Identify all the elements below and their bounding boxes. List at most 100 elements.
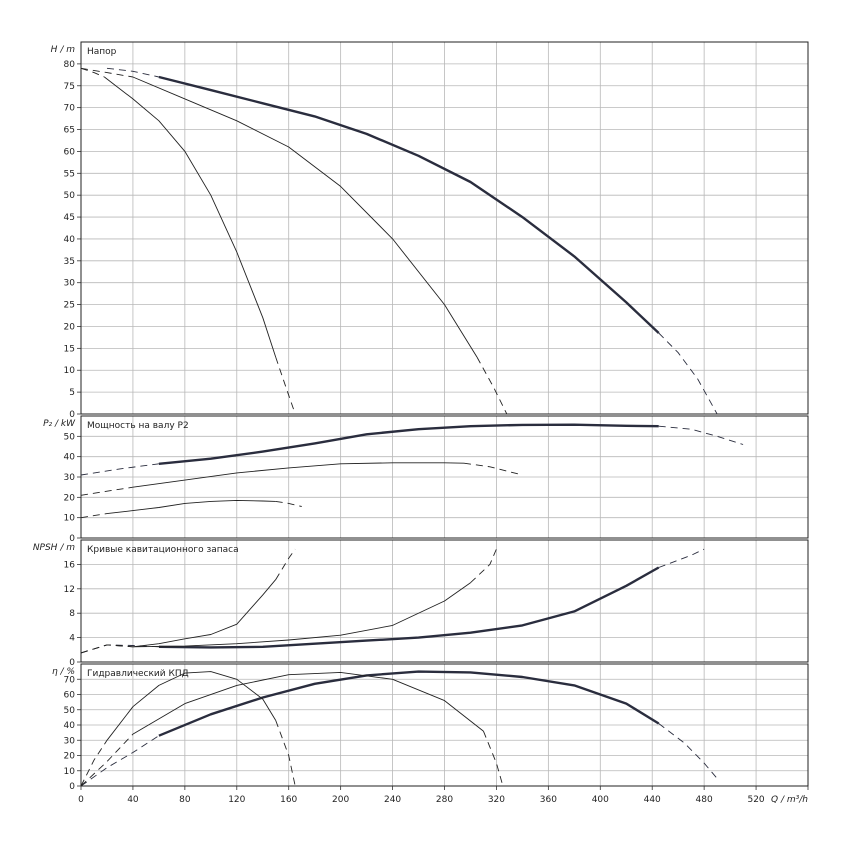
curve-power-0-dashed-end [658,425,744,445]
y-tick-label: 50 [64,191,76,201]
x-axis-label: Q / m³/h [771,795,808,805]
y-tick-label: 40 [64,721,76,731]
curve-head-0 [158,75,660,334]
x-tick-label: 440 [644,795,661,805]
panel-title: Мощность на валу P2 [87,421,189,431]
y-axis-symbol: P₂ [43,419,52,429]
y-tick-label: 12 [64,585,75,595]
curve-head-2-dashed-end [275,356,296,415]
y-axis-unit: m [66,45,75,55]
y-axis-separator: / [58,667,67,677]
y-tick-label: 55 [64,169,75,179]
y-tick-label: 0 [69,658,75,668]
curve-power-0 [158,423,659,465]
y-tick-label: 10 [64,514,76,524]
curve-power-1 [132,462,465,488]
y-tick-label: 50 [64,706,76,716]
y-tick-label: 4 [69,634,75,644]
y-axis-symbol: H [51,45,58,55]
y-axis-unit: % [66,667,75,677]
y-axis-symbol: NPSH [33,543,58,553]
y-tick-label: 60 [64,147,76,157]
y-tick-label: 20 [64,493,76,503]
curve-efficiency-2-dashed-end [275,720,296,787]
y-axis-separator: / [57,543,66,553]
y-tick-label: 25 [64,301,75,311]
panel-title: Гидравлический КПД [87,669,189,679]
curve-efficiency-1 [132,671,484,735]
y-axis-label: H / m [51,45,76,55]
curve-npsh-2-dashed-end [275,548,296,580]
y-tick-label: 70 [64,675,76,685]
curve-npsh-1-dashed-end [470,548,497,584]
x-tick-label: 160 [280,795,297,805]
y-tick-label: 80 [64,60,76,70]
panel-frame [80,539,809,663]
curve-power-1-dashed-start [80,486,133,496]
y-tick-label: 70 [64,104,76,114]
curve-npsh-0 [158,566,660,649]
x-tick-label: 480 [696,795,713,805]
x-tick-label: 240 [384,795,401,805]
curve-head-1-dashed-start [80,67,133,78]
curve-efficiency-0 [158,670,660,737]
y-tick-label: 0 [69,782,75,792]
x-tick-label: 400 [592,795,609,805]
x-tick-label: 40 [127,795,139,805]
curve-head-0-dashed-start [106,67,159,78]
x-tick-label: 80 [179,795,191,805]
curve-head-2 [104,76,277,358]
curve-head-1 [132,76,478,358]
y-axis-separator: / [52,419,61,429]
y-tick-label: 50 [64,432,76,442]
panel-title: Кривые кавитационного запаса [87,545,239,555]
curve-npsh-2 [132,579,277,648]
y-tick-label: 16 [64,560,76,570]
y-axis-unit: kW [61,419,76,429]
y-tick-label: 65 [64,126,75,136]
curve-power-2-dashed-end [275,500,302,507]
y-tick-label: 20 [64,322,76,332]
curve-efficiency-2 [106,671,277,741]
y-tick-label: 10 [64,366,76,376]
x-axis-symbol: Q [771,795,778,805]
panel-frame [80,415,809,539]
panel-npsh: 0 4 8 12 16 Кривые кавитационного запаса NPSH … [33,539,809,668]
curve-npsh-1-dashed-start [80,644,133,654]
curve-efficiency-2-dashed-start [80,740,108,787]
curve-efficiency-0-dashed-end [658,723,718,779]
y-tick-label: 8 [69,609,75,619]
x-tick-label: 520 [747,795,764,805]
y-axis-label: P₂ / kW [43,419,76,429]
y-tick-label: 0 [69,410,75,420]
y-axis-label: η / % [52,667,75,677]
panel-efficiency: 0 10 20 30 40 50 60 70 Гидравлический КПД η / % 0 4… [52,663,809,805]
y-tick-label: 30 [64,736,76,746]
curve-head-1-dashed-end [476,356,508,415]
y-tick-label: 40 [64,453,76,463]
x-tick-label: 0 [78,795,84,805]
y-tick-label: 5 [69,388,75,398]
x-tick-label: 320 [488,795,505,805]
y-axis-label: NPSH / m [33,543,75,553]
y-tick-label: 60 [64,691,76,701]
y-axis-symbol: η [52,667,58,677]
y-tick-label: 35 [64,257,75,267]
curve-efficiency-1-dashed-start [80,733,134,787]
y-tick-label: 45 [64,213,75,223]
panel-title: Напор [87,47,117,57]
y-axis-unit: m [66,543,75,553]
curve-power-2-dashed-start [80,513,108,519]
x-axis-unit: m³/h [787,795,808,805]
x-tick-label: 280 [436,795,453,805]
curve-power-1-dashed-end [463,462,523,476]
y-tick-label: 0 [69,534,75,544]
panel-head: 0 5 10 15 20 25 30 35 40 45 50 55 60 65 70 75 80 Напор H /… [51,41,809,420]
curve-head-0-dashed-end [658,332,718,415]
y-tick-label: 40 [64,235,76,245]
x-axis-separator: / [778,795,787,805]
curve-efficiency-0-dashed-start [80,735,160,787]
y-tick-label: 75 [64,82,75,92]
